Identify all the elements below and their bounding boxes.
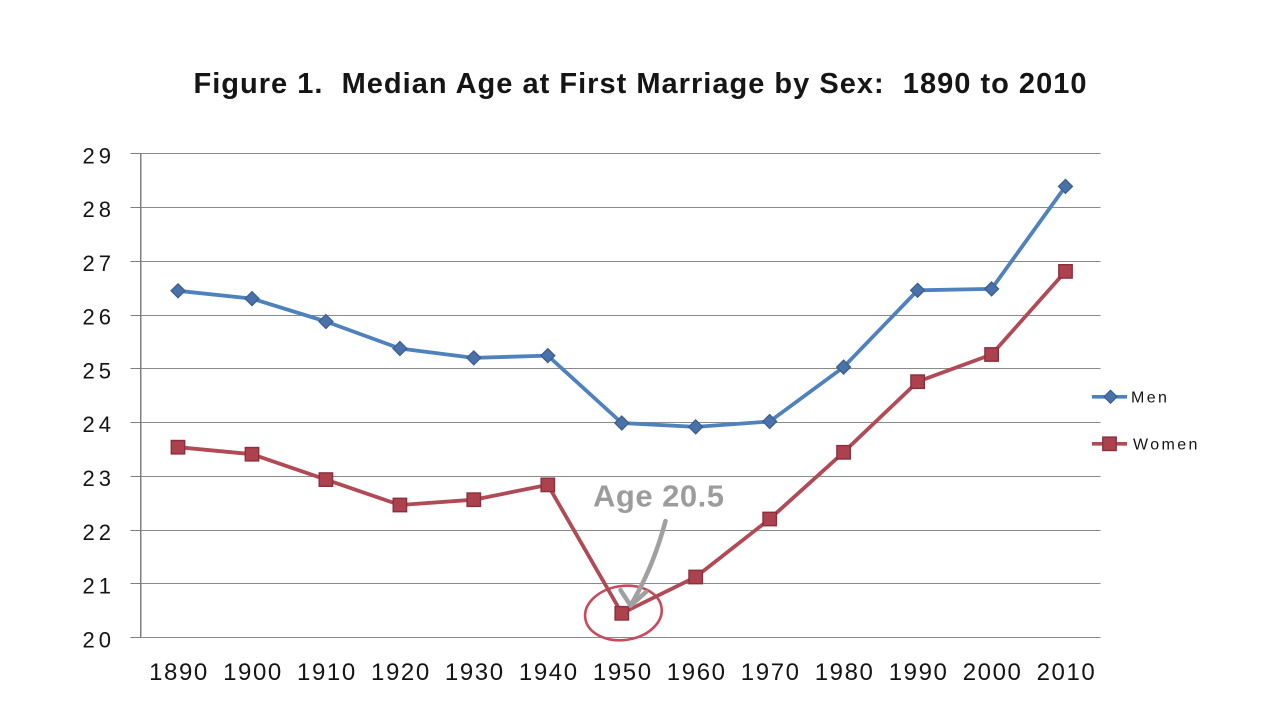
svg-text:1930: 1930 <box>445 659 505 686</box>
svg-text:1890: 1890 <box>149 659 209 686</box>
svg-text:1900: 1900 <box>223 659 283 686</box>
svg-text:1970: 1970 <box>741 659 801 686</box>
svg-text:1940: 1940 <box>519 659 579 686</box>
svg-text:25: 25 <box>83 358 115 383</box>
svg-text:Figure 1. Median Age at First: Figure 1. Median Age at First Marriage b… <box>194 68 1087 100</box>
svg-text:29: 29 <box>83 143 115 168</box>
svg-text:Age 20.5: Age 20.5 <box>593 479 725 514</box>
svg-text:1960: 1960 <box>667 659 727 686</box>
svg-text:1920: 1920 <box>371 659 431 686</box>
svg-text:27: 27 <box>83 251 115 276</box>
svg-text:20: 20 <box>83 627 115 652</box>
svg-text:2010: 2010 <box>1037 659 1097 686</box>
svg-text:1950: 1950 <box>593 659 653 686</box>
svg-text:1910: 1910 <box>297 659 357 686</box>
svg-text:28: 28 <box>83 197 115 222</box>
svg-text:23: 23 <box>83 466 115 491</box>
svg-text:21: 21 <box>83 574 115 599</box>
svg-text:Women: Women <box>1133 436 1200 453</box>
svg-text:1980: 1980 <box>815 659 875 686</box>
svg-text:26: 26 <box>83 305 115 330</box>
svg-text:24: 24 <box>83 412 115 437</box>
svg-text:Men: Men <box>1131 389 1169 406</box>
svg-text:1990: 1990 <box>889 659 949 686</box>
svg-text:2000: 2000 <box>963 659 1023 686</box>
svg-text:22: 22 <box>83 520 115 545</box>
